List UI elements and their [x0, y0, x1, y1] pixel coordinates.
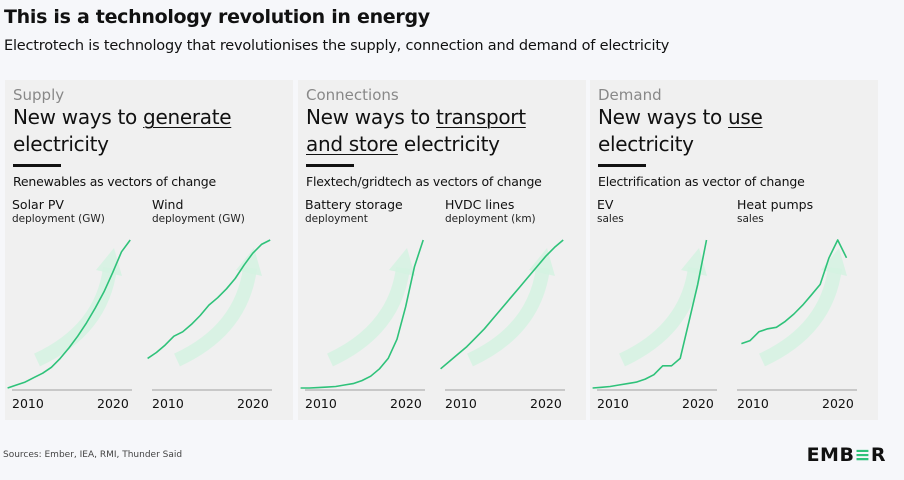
panel-supply: Supply New ways to generate electricity R…: [5, 80, 293, 420]
panel-charts: 2010 2020 2010 2020: [7, 239, 272, 411]
x-tick-label: 2010: [597, 396, 629, 411]
trend-arrowhead-icon: [96, 248, 122, 276]
trend-arrow-icon: [326, 266, 410, 367]
x-tick-label: 2010: [305, 396, 337, 411]
chart-subtitle: deployment (GW): [152, 213, 245, 225]
heading-divider: [306, 164, 354, 167]
ember-logo: EMB≡R: [806, 444, 886, 466]
x-tick-label: 2020: [822, 396, 854, 411]
trend-arrowhead-icon: [681, 248, 707, 276]
chart-subtitle: deployment: [305, 213, 368, 225]
x-tick-label: 2020: [97, 396, 129, 411]
panel-vectors-label: Electrification as vector of change: [598, 174, 805, 189]
heading-emphasis: generate: [143, 105, 232, 129]
trend-arrow-icon: [173, 266, 257, 367]
panel-charts: 2010 2020 2010 2020: [300, 239, 565, 411]
heading-divider: [598, 164, 646, 167]
chart-subtitle: deployment (km): [445, 213, 536, 225]
chart-title: Wind: [152, 197, 184, 212]
chart-title: Heat pumps: [737, 197, 814, 212]
x-tick-label: 2010: [12, 396, 44, 411]
trend-arrow-icon: [618, 266, 702, 367]
chart-title: HVDC lines: [445, 197, 515, 212]
series-line: [300, 239, 424, 389]
panel-charts: 2010 2020 2010 2020: [592, 239, 857, 411]
series-line: [440, 239, 564, 370]
x-tick-label: 2010: [152, 396, 184, 411]
trend-arrowhead-icon: [389, 248, 415, 276]
x-tick-label: 2010: [445, 396, 477, 411]
panel-category: Supply: [13, 86, 65, 104]
x-tick-label: 2020: [682, 396, 714, 411]
heading-divider: [13, 164, 61, 167]
panel-heading: New ways to use electricity: [598, 105, 763, 156]
x-tick-label: 2010: [737, 396, 769, 411]
panel-vectors-label: Renewables as vectors of change: [13, 174, 216, 189]
panel-vectors-label: Flextech/gridtech as vectors of change: [306, 174, 542, 189]
heading-emphasis: use: [728, 105, 763, 129]
trend-arrowhead-icon: [821, 248, 847, 276]
panel-connections: Connections New ways to transport and sto…: [298, 80, 586, 420]
trend-arrow-icon: [466, 266, 550, 367]
chart-title: EV: [597, 197, 614, 212]
x-tick-label: 2020: [237, 396, 269, 411]
chart-title: Solar PV: [12, 197, 64, 212]
series-line: [147, 239, 271, 360]
page-title: This is a technology revolution in energ…: [4, 6, 430, 28]
chart-title: Battery storage: [305, 197, 403, 212]
page-subtitle: Electrotech is technology that revolutio…: [4, 38, 670, 54]
x-tick-label: 2020: [390, 396, 422, 411]
panel-heading: New ways to transport and store electrici…: [306, 105, 526, 156]
heading-emphasis: transport and store: [306, 105, 526, 156]
chart-subtitle: sales: [737, 213, 764, 225]
chart-subtitle: sales: [597, 213, 624, 225]
series-line: [741, 239, 848, 345]
panel-heading: New ways to generate electricity: [13, 105, 232, 156]
panel-category: Demand: [598, 86, 662, 104]
x-tick-label: 2020: [530, 396, 562, 411]
panel-demand: Demand New ways to use electricity Electr…: [590, 80, 878, 420]
series-line: [592, 239, 708, 389]
series-line: [7, 239, 131, 389]
trend-arrow-icon: [758, 266, 842, 367]
chart-subtitle: deployment (GW): [12, 213, 105, 225]
trend-arrow-icon: [33, 266, 117, 367]
panel-category: Connections: [306, 86, 399, 104]
sources-note: Sources: Ember, IEA, RMI, Thunder Said: [3, 450, 183, 460]
trend-arrowhead-icon: [236, 248, 262, 276]
